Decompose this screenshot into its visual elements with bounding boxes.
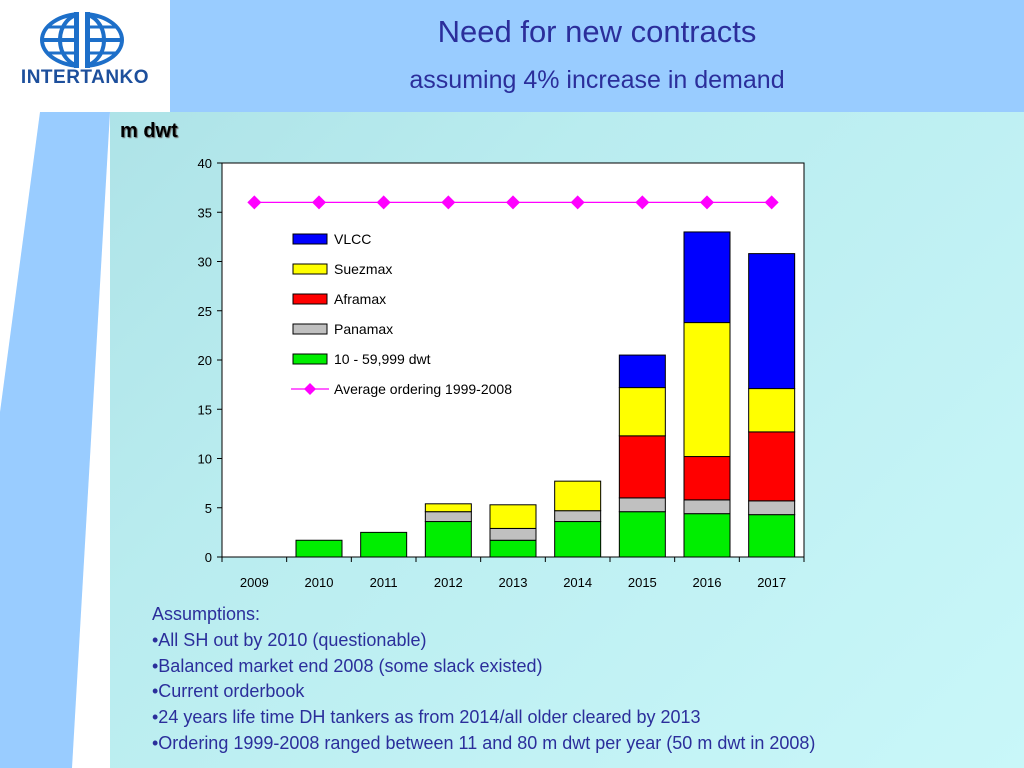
average-marker bbox=[506, 195, 520, 210]
legend-swatch bbox=[292, 233, 328, 245]
average-marker bbox=[376, 195, 391, 210]
bar-segment bbox=[360, 531, 408, 558]
y-tick-label: 5 bbox=[205, 501, 212, 516]
assumptions-block: Assumptions: •All SH out by 2010 (questi… bbox=[152, 602, 815, 757]
bar-segment bbox=[748, 431, 796, 502]
legend-label: VLCC bbox=[334, 231, 371, 247]
assumptions-heading: Assumptions: bbox=[152, 604, 261, 624]
average-marker bbox=[570, 195, 585, 210]
bar-segment bbox=[618, 387, 666, 437]
y-tick-label: 30 bbox=[198, 255, 212, 270]
average-marker bbox=[700, 195, 714, 210]
bar-segment bbox=[683, 513, 731, 558]
assumption-item: •Balanced market end 2008 (some slack ex… bbox=[152, 655, 543, 676]
legend-label: Panamax bbox=[334, 321, 393, 337]
legend-label: Average ordering 1999-2008 bbox=[334, 381, 512, 397]
legend-label: Suezmax bbox=[334, 261, 392, 277]
x-tick-label: 2016 bbox=[693, 575, 722, 590]
assumption-item: •All SH out by 2010 (questionable) bbox=[152, 629, 427, 650]
bar-segment bbox=[424, 503, 472, 513]
bar-segment bbox=[683, 231, 731, 324]
bar-segment bbox=[424, 521, 472, 558]
legend-label: 10 - 59,999 dwt bbox=[334, 351, 431, 367]
y-unit-label: m dwt bbox=[120, 120, 178, 142]
average-marker bbox=[441, 195, 456, 210]
average-marker bbox=[635, 195, 650, 210]
assumption-item: •Current orderbook bbox=[152, 681, 305, 702]
stacked-bar-chart: 0 5 10 15 20 25 30 35 40 2009 2010 2011 2012 2013 2014… bbox=[198, 156, 805, 590]
average-marker bbox=[764, 195, 779, 210]
logo: INTERTANKO bbox=[0, 0, 170, 112]
bar-segment bbox=[295, 539, 343, 558]
bar-segment bbox=[748, 514, 796, 558]
bar-segment bbox=[554, 521, 602, 558]
x-tick-label: 2017 bbox=[757, 575, 786, 590]
x-tick-label: 2014 bbox=[563, 575, 592, 590]
x-tick-label: 2012 bbox=[434, 575, 463, 590]
legend-swatch bbox=[292, 353, 328, 365]
bar-segment bbox=[683, 456, 731, 501]
bar-segment bbox=[554, 510, 602, 523]
slide-title: Need for new contracts bbox=[437, 14, 757, 49]
legend-swatch bbox=[292, 293, 328, 305]
legend-label: Aframax bbox=[334, 291, 386, 307]
y-tick-label: 10 bbox=[198, 452, 212, 467]
x-tick-label: 2011 bbox=[370, 575, 398, 590]
assumption-item: •24 years life time DH tankers as from 2… bbox=[152, 707, 701, 728]
bar-segment bbox=[748, 500, 796, 516]
bar-segment bbox=[683, 499, 731, 515]
legend-swatch bbox=[292, 323, 328, 335]
legend-swatch bbox=[292, 263, 328, 275]
y-tick-label: 0 bbox=[205, 550, 212, 565]
bar-segment bbox=[618, 435, 666, 499]
x-tick-label: 2009 bbox=[240, 575, 269, 590]
bar-segment bbox=[489, 504, 537, 529]
y-tick-label: 20 bbox=[198, 353, 212, 368]
logo-text: INTERTANKO bbox=[20, 67, 150, 88]
average-marker bbox=[312, 195, 326, 210]
bar-segment bbox=[618, 511, 666, 558]
x-tick-label: 2010 bbox=[305, 575, 334, 590]
average-marker bbox=[247, 195, 262, 210]
bar-segment bbox=[424, 511, 472, 523]
assumption-item: •Ordering 1999-2008 ranged between 11 an… bbox=[152, 732, 816, 753]
header-band bbox=[170, 0, 1024, 112]
globe-icon bbox=[40, 12, 124, 68]
legend-marker bbox=[304, 383, 316, 395]
y-tick-label: 15 bbox=[198, 402, 212, 417]
bar-segment bbox=[748, 253, 796, 390]
bar-segment bbox=[618, 354, 666, 389]
x-tick-label: 2015 bbox=[628, 575, 657, 590]
slide-subtitle: assuming 4% increase in demand bbox=[409, 66, 785, 94]
y-tick-label: 35 bbox=[198, 205, 212, 220]
bar-segment bbox=[683, 322, 731, 458]
y-tick-label: 40 bbox=[198, 156, 212, 171]
bar-segment bbox=[489, 539, 537, 558]
bar-segment bbox=[489, 527, 537, 541]
x-tick-label: 2013 bbox=[499, 575, 528, 590]
bar-segment bbox=[554, 480, 602, 512]
left-decoration-strip bbox=[0, 112, 110, 768]
y-tick-label: 25 bbox=[198, 304, 212, 319]
bar-segment bbox=[618, 497, 666, 513]
bar-segment bbox=[748, 388, 796, 433]
